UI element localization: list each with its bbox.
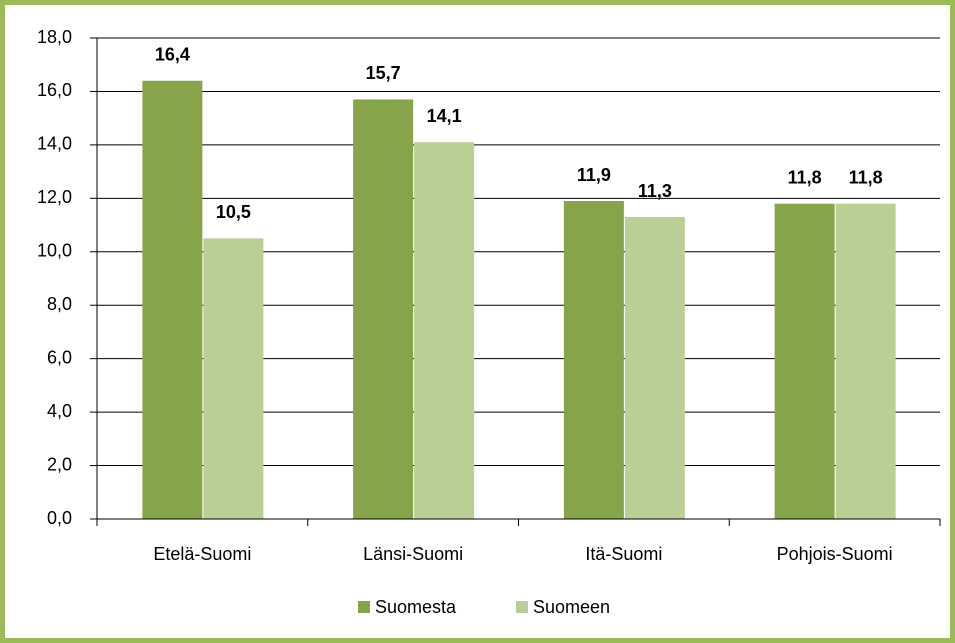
y-tick-label: 10,0 <box>37 241 72 261</box>
data-label: 11,8 <box>849 167 883 187</box>
y-tick-label: 2,0 <box>47 454 72 474</box>
y-tick-label: 18,0 <box>37 27 72 47</box>
bar <box>624 217 685 520</box>
data-label: 11,8 <box>788 167 822 187</box>
legend-label: Suomeen <box>533 597 610 617</box>
y-tick-label: 16,0 <box>37 80 72 100</box>
y-tick-label: 6,0 <box>47 347 72 367</box>
bar <box>142 80 203 519</box>
x-tick-label: Pohjois-Suomi <box>777 544 893 564</box>
x-tick-label: Etelä-Suomi <box>153 544 251 564</box>
x-tick-label: Itä-Suomi <box>585 544 662 564</box>
x-tick-label: Länsi-Suomi <box>363 544 463 564</box>
y-tick-label: 0,0 <box>47 508 72 528</box>
bar <box>774 203 835 519</box>
y-tick-label: 8,0 <box>47 294 72 314</box>
data-label: 15,7 <box>366 63 401 83</box>
y-tick-label: 12,0 <box>37 187 72 207</box>
legend-swatch <box>516 601 528 613</box>
data-label: 11,9 <box>577 165 611 185</box>
legend-label: Suomesta <box>375 597 457 617</box>
bar <box>835 203 896 519</box>
bar <box>563 201 624 519</box>
data-label: 10,5 <box>216 202 251 222</box>
data-label: 16,4 <box>155 45 190 65</box>
bar <box>353 99 414 519</box>
y-tick-label: 14,0 <box>37 134 72 154</box>
bar <box>414 142 475 519</box>
data-label: 14,1 <box>427 106 462 126</box>
legend-swatch <box>358 601 370 613</box>
y-tick-label: 4,0 <box>47 401 72 421</box>
bar <box>203 238 264 519</box>
data-label: 11,3 <box>638 181 672 201</box>
